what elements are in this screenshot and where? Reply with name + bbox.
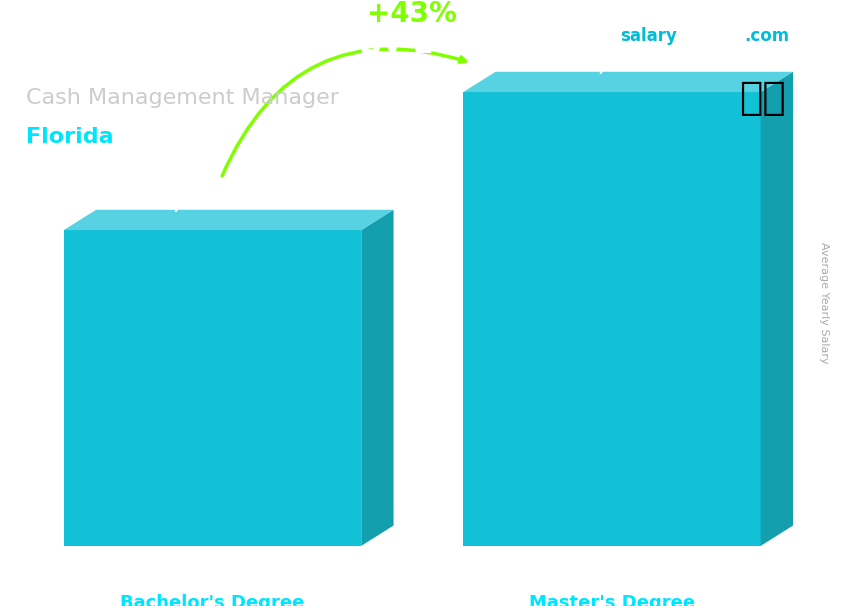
Text: Master's Degree: Master's Degree <box>529 594 695 606</box>
Text: explorer: explorer <box>684 27 763 45</box>
Text: .com: .com <box>744 27 789 45</box>
Polygon shape <box>463 92 761 546</box>
Text: Cash Management Manager: Cash Management Manager <box>26 88 338 108</box>
Text: Average Yearly Salary: Average Yearly Salary <box>819 242 829 364</box>
Text: salary: salary <box>620 27 677 45</box>
Text: Salary Comparison By Education: Salary Comparison By Education <box>26 30 582 59</box>
Text: 263,000 USD: 263,000 USD <box>561 57 692 75</box>
Text: 183,000 USD: 183,000 USD <box>136 195 267 213</box>
Text: Florida: Florida <box>26 127 113 147</box>
Polygon shape <box>64 210 394 230</box>
Text: Bachelor's Degree: Bachelor's Degree <box>121 594 304 606</box>
Polygon shape <box>463 72 793 92</box>
Text: 🇺🇸: 🇺🇸 <box>740 79 786 117</box>
Text: +43%: +43% <box>367 1 457 28</box>
Polygon shape <box>64 230 361 546</box>
Polygon shape <box>761 72 793 546</box>
Polygon shape <box>361 210 394 546</box>
